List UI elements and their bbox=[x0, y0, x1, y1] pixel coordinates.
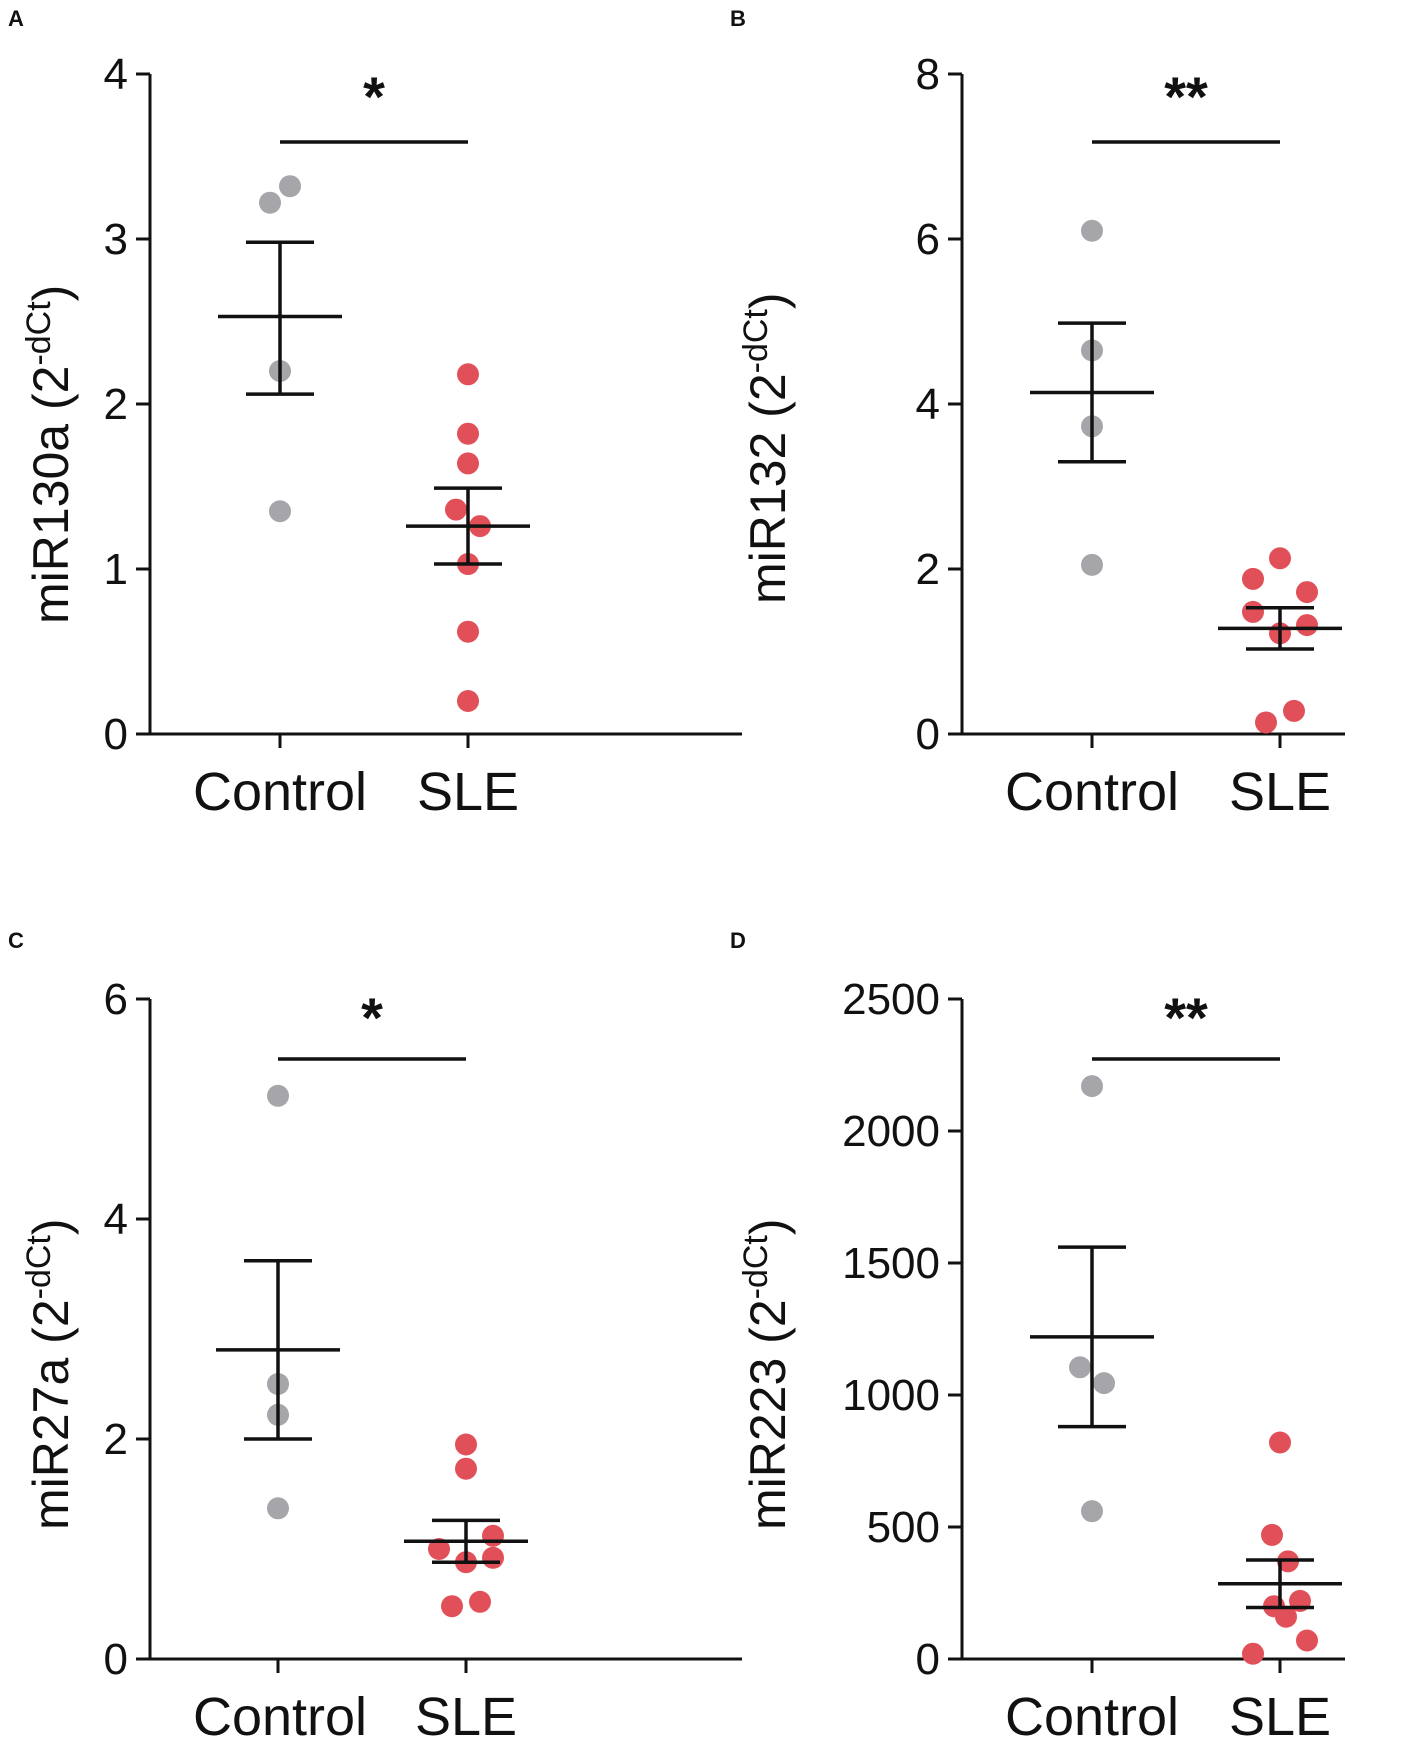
sle-data-point bbox=[482, 1546, 504, 1569]
sle-data-point bbox=[457, 452, 479, 475]
y-tick-label: 1000 bbox=[842, 1371, 940, 1420]
panel-label: A bbox=[8, 6, 24, 31]
y-axis-label: miR130a (2-dCt) bbox=[20, 285, 79, 624]
panel-c: C 0 2 4 6 * Control SLE miR27a (2-dCt) bbox=[8, 928, 742, 1744]
sle-data-point bbox=[1269, 1431, 1291, 1454]
panel-label: C bbox=[8, 928, 24, 953]
panel-label: D bbox=[730, 928, 746, 953]
y-axis-label-superscript: -dCt bbox=[20, 1235, 58, 1300]
y-axis-label-close: ) bbox=[23, 285, 79, 302]
significance-label: * bbox=[363, 65, 385, 128]
y-axis-label-main: miR130a (2 bbox=[23, 366, 79, 624]
sle-data-point bbox=[1283, 699, 1305, 722]
sle-data-point bbox=[1296, 614, 1318, 637]
y-tick-label: 3 bbox=[104, 215, 128, 264]
panel-marks: 0 2 4 6 8 bbox=[916, 50, 1345, 759]
y-tick-label: 4 bbox=[104, 50, 128, 99]
significance-label: * bbox=[361, 986, 383, 1049]
y-axis-label-close: ) bbox=[23, 1218, 79, 1235]
y-axis-label: miR132 (2-dCt) bbox=[737, 292, 796, 604]
y-tick-label: 500 bbox=[867, 1503, 940, 1552]
panel-b: B 0 2 4 6 8 ** Control SLE miR132 (2-dCt) bbox=[730, 6, 1345, 822]
sle-data-point bbox=[1296, 581, 1318, 604]
y-axis-label-main: miR27a (2 bbox=[23, 1299, 79, 1530]
sle-data-point bbox=[1261, 1523, 1283, 1546]
sle-data-point bbox=[445, 498, 467, 521]
panel-label: B bbox=[730, 6, 746, 31]
panel-marks: 0 2 4 6 bbox=[104, 975, 742, 1684]
x-category-control: Control bbox=[193, 762, 367, 822]
sle-data-point bbox=[457, 363, 479, 386]
panel-d: D 0 500 1000 1500 2000 2500 ** Control SLE mi… bbox=[730, 928, 1345, 1744]
y-tick-label: 1500 bbox=[842, 1239, 940, 1288]
sle-data-point bbox=[1269, 547, 1291, 570]
y-tick-label: 2000 bbox=[842, 1107, 940, 1156]
sle-data-point bbox=[455, 1433, 477, 1456]
sle-data-point bbox=[1255, 711, 1277, 734]
sle-data-point bbox=[1242, 1642, 1264, 1665]
y-axis-label-main: miR132 (2 bbox=[740, 373, 796, 604]
y-tick-label: 8 bbox=[916, 50, 940, 99]
y-tick-label: 0 bbox=[104, 710, 128, 759]
y-axis-label-main: miR223 (2 bbox=[740, 1299, 796, 1530]
y-tick-label: 0 bbox=[916, 1635, 940, 1684]
control-data-point bbox=[267, 1084, 289, 1107]
control-data-point bbox=[1069, 1356, 1091, 1379]
x-category-sle: SLE bbox=[1229, 762, 1331, 822]
x-category-sle: SLE bbox=[417, 762, 519, 822]
panel-marks: 0 500 1000 1500 2000 2500 bbox=[842, 975, 1345, 1684]
y-tick-label: 6 bbox=[104, 975, 128, 1024]
y-tick-label: 4 bbox=[916, 380, 940, 429]
y-tick-label: 2 bbox=[104, 1415, 128, 1464]
y-axis-label-superscript: -dCt bbox=[737, 309, 775, 374]
y-tick-label: 1 bbox=[104, 545, 128, 594]
sle-data-point bbox=[469, 1590, 491, 1613]
panel-marks: 0 1 2 3 4 bbox=[104, 50, 742, 759]
control-data-point bbox=[267, 1497, 289, 1520]
x-category-control: Control bbox=[193, 1687, 367, 1744]
sle-data-point bbox=[428, 1538, 450, 1560]
control-data-point bbox=[279, 175, 301, 198]
control-data-point bbox=[1081, 553, 1103, 576]
y-axis-label-close: ) bbox=[740, 292, 796, 309]
sle-data-point bbox=[482, 1524, 504, 1547]
x-category-control: Control bbox=[1005, 1687, 1179, 1744]
control-data-point bbox=[1081, 1075, 1103, 1098]
sle-data-point bbox=[457, 422, 479, 445]
y-tick-label: 2 bbox=[104, 380, 128, 429]
sle-data-point bbox=[455, 1457, 477, 1480]
y-tick-label: 2 bbox=[916, 545, 940, 594]
y-axis-label-superscript: -dCt bbox=[737, 1235, 775, 1300]
control-data-point bbox=[1081, 219, 1103, 242]
y-tick-label: 0 bbox=[104, 1635, 128, 1684]
x-category-control: Control bbox=[1005, 762, 1179, 822]
sle-data-point bbox=[441, 1595, 463, 1618]
x-category-sle: SLE bbox=[1229, 1687, 1331, 1744]
significance-label: ** bbox=[1164, 986, 1208, 1049]
y-axis-label: miR223 (2-dCt) bbox=[737, 1218, 796, 1530]
panel-a: A 0 1 2 3 4 * Control SLE miR130a (2-dCt) bbox=[8, 6, 742, 822]
y-axis-label: miR27a (2-dCt) bbox=[20, 1218, 79, 1530]
significance-label: ** bbox=[1164, 65, 1208, 128]
sle-data-point bbox=[457, 690, 479, 712]
sle-data-point bbox=[457, 620, 479, 643]
y-tick-label: 6 bbox=[916, 215, 940, 264]
control-data-point bbox=[1093, 1372, 1115, 1395]
y-tick-label: 4 bbox=[104, 1195, 128, 1244]
sle-data-point bbox=[1275, 1605, 1297, 1628]
y-axis-label-superscript: -dCt bbox=[20, 301, 58, 366]
y-tick-label: 2500 bbox=[842, 975, 940, 1024]
y-tick-label: 0 bbox=[916, 710, 940, 759]
y-axis-label-close: ) bbox=[740, 1218, 796, 1235]
control-data-point bbox=[259, 191, 281, 214]
sle-data-point bbox=[1296, 1629, 1318, 1652]
control-data-point bbox=[1081, 1500, 1103, 1523]
x-category-sle: SLE bbox=[415, 1687, 517, 1744]
control-data-point bbox=[269, 500, 291, 523]
sle-data-point bbox=[1242, 600, 1264, 623]
sle-data-point bbox=[1242, 567, 1264, 590]
